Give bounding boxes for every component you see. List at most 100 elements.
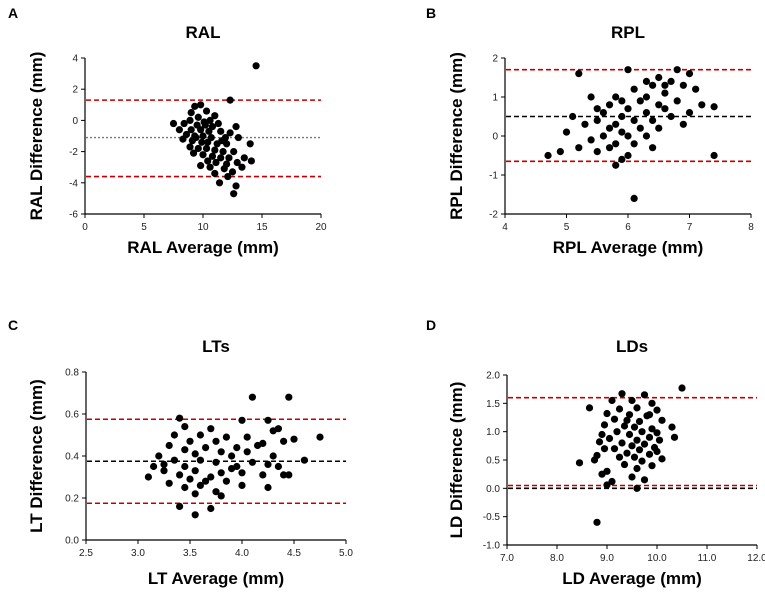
data-point xyxy=(569,112,577,121)
data-point xyxy=(623,416,631,424)
data-point xyxy=(200,118,208,126)
data-point xyxy=(212,488,220,496)
x-tick-label: 5.0 xyxy=(339,548,353,559)
data-point xyxy=(636,124,644,132)
data-point xyxy=(653,406,661,414)
y-tick-label: 0.2 xyxy=(65,494,79,505)
data-point xyxy=(655,436,664,444)
data-point xyxy=(202,144,211,153)
data-point xyxy=(645,433,654,441)
data-point xyxy=(238,416,246,424)
data-point xyxy=(280,437,288,445)
x-tick-label: 8 xyxy=(748,222,754,233)
data-point xyxy=(238,469,246,477)
data-point xyxy=(202,107,211,115)
data-point xyxy=(655,73,663,82)
data-point xyxy=(170,431,178,439)
y-tick-label: 0.5 xyxy=(486,456,500,467)
data-point xyxy=(618,439,626,447)
data-point xyxy=(679,120,687,128)
data-point xyxy=(661,81,669,89)
panel-letter: D xyxy=(426,317,436,333)
data-point xyxy=(698,101,706,109)
x-tick-label: 7.0 xyxy=(500,553,514,564)
data-point xyxy=(638,428,646,436)
data-point xyxy=(610,445,619,453)
data-point xyxy=(217,448,225,456)
data-point xyxy=(679,81,687,89)
data-point xyxy=(628,473,636,481)
data-point xyxy=(620,422,629,430)
y-tick-label: -4 xyxy=(69,178,78,189)
data-point xyxy=(612,140,620,148)
data-point xyxy=(160,460,168,468)
data-point xyxy=(593,148,601,156)
data-point xyxy=(181,423,189,431)
data-point xyxy=(233,444,241,452)
data-point xyxy=(192,133,200,142)
y-tick-label: 0.0 xyxy=(486,484,500,495)
data-point xyxy=(225,154,233,162)
x-tick-label: 9.0 xyxy=(600,553,614,564)
data-point xyxy=(667,77,675,85)
data-point xyxy=(600,445,609,453)
panel-d: D LDs -1.0 -0.5 0.0 0.5 1.0 1.5 2.0 7.0 8.0 9.0 10.0… xyxy=(426,317,765,588)
chart-title: RPL xyxy=(611,23,645,42)
x-axis-label: RAL Average (mm) xyxy=(127,238,278,257)
data-point xyxy=(243,433,251,441)
y-tick-label: -0.5 xyxy=(483,512,501,523)
y-tick-label: -2 xyxy=(489,210,498,221)
panel-a: A RAL -6 -4 -2 0 2 4 0 5 10 15 20 RAL Average (mm) RAL… xyxy=(8,5,327,257)
data-point xyxy=(642,109,651,117)
data-point xyxy=(618,390,626,398)
data-point xyxy=(202,477,210,485)
y-tick-label: 1.5 xyxy=(486,399,500,410)
x-axis-label: LD Average (mm) xyxy=(562,569,702,588)
data-point xyxy=(630,423,639,431)
data-point xyxy=(207,425,215,433)
data-point xyxy=(636,97,644,105)
panel-c: C LTs 0.0 0.2 0.4 0.6 0.8 2.5 3.0 3.5 4.0 4.5 5.0 LT … xyxy=(8,317,353,588)
data-point xyxy=(264,483,272,492)
data-point xyxy=(196,431,204,439)
data-point xyxy=(628,442,636,450)
data-point xyxy=(212,458,220,466)
data-point xyxy=(274,462,282,471)
y-tick-label: 4 xyxy=(72,54,78,65)
data-point xyxy=(285,471,293,479)
data-point xyxy=(630,85,638,93)
data-point xyxy=(191,450,199,458)
data-point xyxy=(206,116,214,124)
data-point xyxy=(645,450,654,458)
data-point xyxy=(165,479,173,487)
data-point xyxy=(649,144,657,152)
data-point xyxy=(208,152,217,160)
data-point xyxy=(217,492,225,500)
y-tick-label: -1 xyxy=(489,171,498,182)
data-point xyxy=(230,190,238,198)
panel-letter: C xyxy=(8,317,18,333)
data-point xyxy=(685,70,694,78)
data-point xyxy=(640,391,649,399)
data-point xyxy=(630,140,638,148)
data-point xyxy=(599,109,608,117)
data-point xyxy=(605,124,614,132)
data-point xyxy=(247,157,255,165)
y-axis-label: LT Difference (mm) xyxy=(27,379,46,533)
x-tick-label: 7 xyxy=(687,222,693,233)
data-point xyxy=(612,93,620,101)
data-point xyxy=(224,172,232,181)
data-point xyxy=(150,462,158,471)
data-point xyxy=(226,129,234,137)
data-point xyxy=(648,399,656,407)
y-axis-label: RPL Difference (mm) xyxy=(447,52,466,220)
data-point xyxy=(612,161,620,169)
data-point xyxy=(165,441,173,450)
data-point xyxy=(186,437,194,445)
data-point xyxy=(170,456,178,464)
data-point xyxy=(635,417,644,426)
data-point xyxy=(605,144,614,152)
data-point xyxy=(316,433,324,441)
data-point xyxy=(603,481,611,489)
data-point xyxy=(661,105,669,113)
